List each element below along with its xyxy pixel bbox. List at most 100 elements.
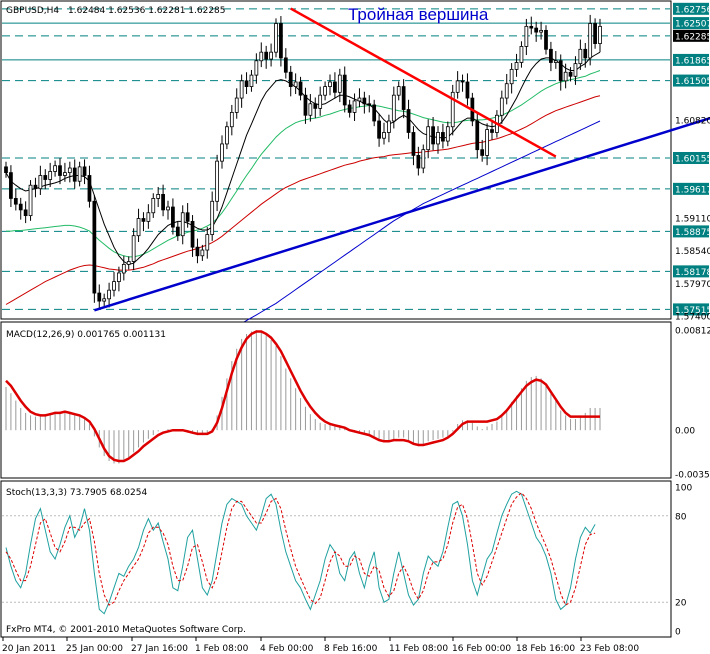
candle-body: [63, 172, 67, 176]
trendline: [290, 7, 557, 158]
stoch-title: Stoch(13,3,3) 73.7905 68.0254: [6, 488, 147, 498]
candle-body: [43, 175, 48, 180]
candle-body: [33, 184, 38, 190]
stoch-panel: Stoch(13,3,3) 73.7905 68.0254 FxPro MT4,…: [0, 480, 672, 638]
trendline: [93, 116, 710, 312]
candle-body: [465, 81, 470, 99]
candle-body: [549, 48, 553, 63]
candle-body: [514, 62, 519, 70]
candle-body: [387, 120, 391, 133]
candle-body: [426, 126, 431, 151]
candle-body: [333, 81, 337, 93]
level-price-tag: [673, 2, 709, 15]
candle-body: [460, 80, 465, 83]
candle-body: [151, 198, 156, 214]
candle-body: [416, 155, 421, 169]
time-tick-label: 4 Feb 00:00: [260, 644, 314, 654]
candle-body: [421, 149, 426, 169]
candle-body: [112, 281, 116, 291]
candle-body: [72, 167, 77, 182]
candle-body: [126, 261, 131, 265]
candle-body: [185, 212, 190, 222]
candle-body: [229, 111, 234, 128]
candle-body: [53, 165, 57, 172]
candle-body: [573, 63, 578, 77]
trendlines[interactable]: [93, 7, 710, 312]
macd-signal-line: [5, 330, 600, 463]
candle-body: [288, 71, 293, 87]
current-price-label: 1.62285: [675, 32, 710, 42]
stoch-tick-label: 20: [675, 599, 687, 609]
candle-body: [225, 126, 229, 145]
candle-body: [553, 60, 558, 63]
candle-body: [352, 100, 357, 113]
candle-body: [377, 120, 381, 139]
candle-body: [259, 51, 264, 62]
candle-body: [220, 143, 224, 162]
level-price-tag: [673, 53, 709, 66]
time-tick-label: 27 Jan 16:00: [131, 644, 188, 654]
stoch-axis: 100 80 20 0: [675, 484, 692, 638]
candle-body: [313, 103, 318, 109]
candle-body: [146, 212, 151, 222]
price-tick-label: 1.58540: [675, 247, 710, 257]
level-price-label: 1.59617: [675, 185, 710, 195]
candle-body: [131, 235, 136, 262]
candle-body: [362, 97, 367, 105]
candle-body: [18, 203, 23, 211]
candle-body: [598, 25, 602, 44]
candle-body: [234, 97, 239, 113]
price-tick-label: 1.57970: [675, 280, 710, 290]
candle-body: [298, 81, 303, 96]
level-price-label: 1.58875: [675, 228, 710, 238]
candle-body: [445, 126, 450, 142]
candle-body: [391, 94, 396, 122]
candle-body: [450, 91, 455, 128]
time-tick-label: 1 Feb 08:00: [195, 644, 249, 654]
candle-body: [87, 175, 92, 202]
time-tick-label: 25 Jan 00:00: [66, 644, 123, 654]
level-price-tag: [673, 303, 709, 316]
macd-title: MACD(12,26,9) 0.001765 0.001131: [6, 330, 166, 340]
candle-body: [593, 23, 597, 44]
candle-body: [441, 132, 445, 142]
stoch-main-line: [5, 490, 596, 615]
candle-body: [337, 74, 342, 93]
candle-body: [13, 198, 18, 205]
candle-body: [347, 104, 352, 113]
stoch-panel-frame: [0, 480, 672, 638]
candle-body: [215, 160, 219, 202]
candle-body: [490, 129, 494, 133]
candle-body: [77, 166, 82, 182]
candle-body: [568, 71, 573, 77]
candle-body: [480, 149, 485, 156]
candle-body: [544, 29, 548, 50]
candle-body: [48, 171, 53, 180]
candle-body: [519, 46, 524, 63]
candle-body: [200, 249, 205, 257]
candle-body: [156, 194, 161, 199]
candle-body: [171, 206, 175, 228]
candle-body: [180, 212, 185, 237]
stoch-series: [2, 490, 670, 615]
candle-body: [382, 132, 386, 139]
candle-body: [342, 74, 347, 106]
ma-fast-line: [5, 51, 601, 265]
candle-body: [563, 71, 568, 82]
price-tick-label: 1.57400: [675, 313, 710, 323]
candle-body: [239, 80, 244, 99]
candle-body: [406, 109, 411, 133]
candle-body: [293, 81, 298, 87]
candle-body: [97, 292, 102, 302]
candle-body: [23, 209, 28, 217]
candle-body: [509, 68, 514, 85]
candle-body: [190, 220, 195, 248]
candle-body: [588, 23, 593, 59]
candle-body: [499, 97, 504, 116]
candle-body: [166, 206, 170, 211]
macd-series: [5, 330, 601, 464]
candle-body: [524, 25, 529, 47]
candle-body: [92, 200, 97, 294]
candle-body: [372, 104, 377, 122]
